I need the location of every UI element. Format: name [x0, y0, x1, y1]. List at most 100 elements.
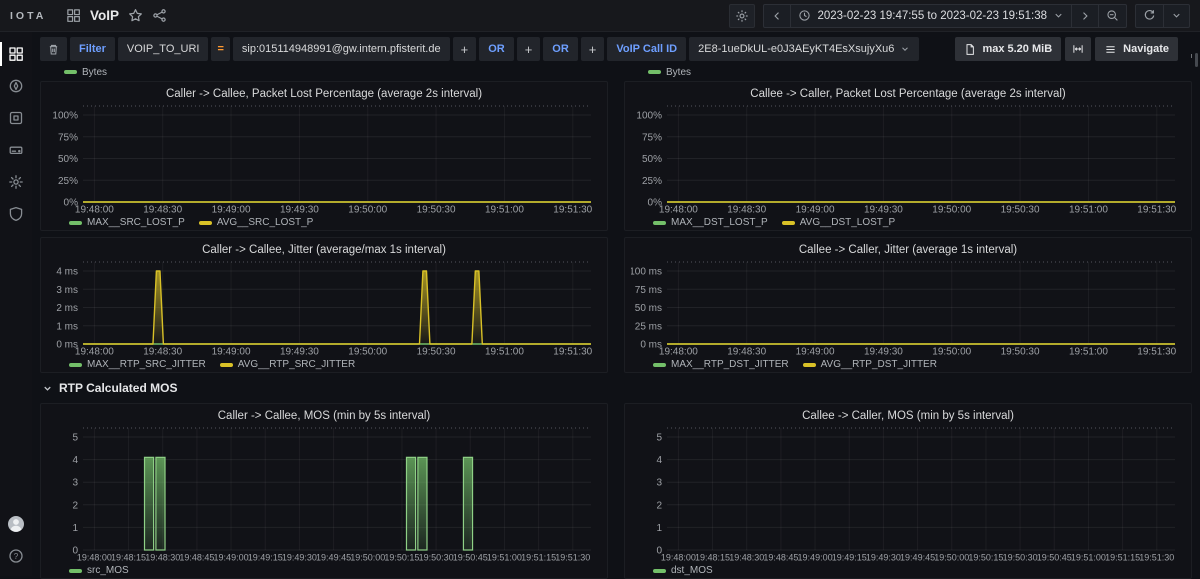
voip-callid-label-chip[interactable]: VoIP Call ID — [607, 37, 686, 61]
svg-text:19:51:30: 19:51:30 — [1137, 347, 1176, 358]
section-rtp-calculated-mos[interactable]: RTP Calculated MOS — [40, 373, 1192, 403]
legend-item[interactable]: AVG__RTP_DST_JITTER — [803, 359, 937, 370]
legend-swatch — [648, 70, 661, 74]
panel-title[interactable]: Caller -> Callee, MOS (min by 5s interva… — [47, 407, 601, 425]
sidebar-item-settings[interactable] — [2, 170, 30, 194]
time-range-picker[interactable]: 2023-02-23 19:47:55 to 2023-02-23 19:51:… — [790, 5, 1071, 27]
dashboard-settings-button[interactable] — [729, 4, 755, 28]
legend-item[interactable]: Bytes — [648, 67, 691, 78]
legend-label: src_MOS — [87, 565, 129, 576]
file-icon — [964, 43, 976, 56]
chart-plot[interactable]: 19:48:0019:48:3019:49:0019:49:3019:50:00… — [47, 103, 601, 215]
legend-item[interactable]: MAX__DST_LOST_P — [653, 217, 768, 228]
or-chip-2[interactable]: OR — [543, 37, 578, 61]
packet-lost-row: Caller -> Callee, Packet Lost Percentage… — [40, 81, 1192, 231]
dashboard-grid-icon — [66, 8, 81, 23]
legend-item[interactable]: MAX__RTP_DST_JITTER — [653, 359, 789, 370]
delete-filter-button[interactable] — [40, 37, 67, 61]
compass-icon — [8, 78, 24, 94]
filter-operator-chip[interactable]: = — [211, 37, 229, 61]
svg-text:19:48:00: 19:48:00 — [75, 205, 114, 216]
time-shift-forward-button[interactable] — [1071, 5, 1098, 27]
refresh-button[interactable] — [1136, 5, 1163, 27]
add-or-filter-button-1[interactable]: + — [517, 37, 541, 61]
legend-item[interactable]: MAX__SRC_LOST_P — [69, 217, 185, 228]
svg-text:19:50:45: 19:50:45 — [1037, 553, 1072, 563]
legend-item[interactable]: MAX__RTP_SRC_JITTER — [69, 359, 206, 370]
shield-icon — [8, 206, 24, 222]
legend-item[interactable]: AVG__SRC_LOST_P — [199, 217, 314, 228]
svg-text:25%: 25% — [642, 176, 662, 187]
svg-text:50%: 50% — [642, 154, 662, 165]
sidebar-item-panels[interactable] — [2, 106, 30, 130]
filter-label-chip[interactable]: Filter — [70, 37, 115, 61]
svg-text:?: ? — [14, 552, 19, 561]
filter-field-chip[interactable]: VOIP_TO_URI — [118, 37, 209, 61]
sidebar-item-help[interactable]: ? — [2, 544, 30, 568]
svg-text:19:51:00: 19:51:00 — [1069, 347, 1108, 358]
chart-plot[interactable]: 19:48:0019:48:3019:49:0019:49:3019:50:00… — [47, 259, 601, 357]
zoom-out-button[interactable] — [1098, 5, 1126, 27]
sidebar-item-profile[interactable] — [2, 512, 30, 536]
svg-text:19:49:30: 19:49:30 — [280, 347, 319, 358]
time-shift-back-button[interactable] — [764, 5, 790, 27]
svg-text:19:49:30: 19:49:30 — [864, 205, 903, 216]
svg-text:19:48:30: 19:48:30 — [143, 205, 182, 216]
add-or-filter-button-2[interactable]: + — [581, 37, 605, 61]
panel-callee-caller-packet-lost: Callee -> Caller, Packet Lost Percentage… — [624, 81, 1192, 231]
scrollbar-thumb[interactable] — [1195, 53, 1198, 67]
legend-swatch — [64, 70, 77, 74]
legend-item[interactable]: dst_MOS — [653, 565, 713, 576]
panel-caller-callee-jitter: Caller -> Callee, Jitter (average/max 1s… — [40, 237, 608, 373]
svg-text:19:51:00: 19:51:00 — [485, 347, 524, 358]
legend-swatch — [220, 363, 233, 367]
svg-text:25%: 25% — [58, 176, 78, 187]
svg-text:19:50:00: 19:50:00 — [348, 205, 387, 216]
panel-title[interactable]: Caller -> Callee, Packet Lost Percentage… — [47, 85, 601, 103]
chart-legend: MAX__SRC_LOST_P AVG__SRC_LOST_P — [47, 215, 601, 230]
svg-text:75%: 75% — [58, 132, 78, 143]
sidebar-item-explore[interactable] — [2, 74, 30, 98]
legend-swatch — [199, 221, 212, 225]
chart-plot[interactable]: 19:48:0019:48:3019:49:0019:49:3019:50:00… — [631, 103, 1185, 215]
svg-text:19:50:45: 19:50:45 — [453, 553, 488, 563]
panel-title[interactable]: Caller -> Callee, Jitter (average/max 1s… — [47, 241, 601, 259]
legend-item[interactable]: AVG__RTP_SRC_JITTER — [220, 359, 355, 370]
chart-plot[interactable]: 19:48:0019:48:1519:48:3019:48:4519:49:00… — [631, 425, 1185, 563]
svg-text:1 ms: 1 ms — [56, 321, 78, 332]
share-icon[interactable] — [152, 8, 167, 23]
navigate-button[interactable]: Navigate — [1095, 37, 1178, 61]
fit-interval-button[interactable] — [1065, 37, 1091, 61]
panel-caller-callee-mos: Caller -> Callee, MOS (min by 5s interva… — [40, 403, 608, 579]
legend-swatch — [653, 221, 666, 225]
question-icon: ? — [8, 548, 24, 564]
filter-value-chip[interactable]: sip:015114948991@gw.intern.pfisterit.de — [233, 37, 450, 61]
refresh-interval-dropdown[interactable] — [1163, 5, 1189, 27]
or-chip-1[interactable]: OR — [479, 37, 514, 61]
legend-label: AVG__DST_LOST_P — [800, 217, 895, 228]
svg-text:19:48:00: 19:48:00 — [659, 205, 698, 216]
panel-title[interactable]: Callee -> Caller, Packet Lost Percentage… — [631, 85, 1185, 103]
panel-title[interactable]: Callee -> Caller, Jitter (average 1s int… — [631, 241, 1185, 259]
left-sidebar: ? — [0, 32, 32, 576]
svg-text:19:49:30: 19:49:30 — [864, 347, 903, 358]
max-size-button[interactable]: max 5.20 MiB — [955, 37, 1061, 61]
legend-item[interactable]: src_MOS — [69, 565, 129, 576]
trash-icon — [47, 43, 60, 56]
panel-title[interactable]: Callee -> Caller, MOS (min by 5s interva… — [631, 407, 1185, 425]
legend-label: dst_MOS — [671, 565, 713, 576]
add-filter-button[interactable]: + — [453, 37, 477, 61]
legend-label: Bytes — [666, 67, 691, 78]
cutoff-panels-row: Bytes Bytes — [40, 65, 1192, 79]
voip-callid-value-dropdown[interactable]: 2E8-1ueDkUL-e0J3AEyKT4EsXsujyXu6 — [689, 37, 919, 61]
chart-plot[interactable]: 19:48:0019:48:3019:49:0019:49:3019:50:00… — [631, 259, 1185, 357]
legend-item[interactable]: AVG__DST_LOST_P — [782, 217, 895, 228]
svg-text:19:48:45: 19:48:45 — [179, 553, 214, 563]
sidebar-item-admin[interactable] — [2, 202, 30, 226]
svg-text:19:48:00: 19:48:00 — [77, 553, 112, 563]
sidebar-item-storage[interactable] — [2, 138, 30, 162]
legend-item[interactable]: Bytes — [64, 67, 107, 78]
sidebar-item-dashboards[interactable] — [2, 42, 30, 66]
star-icon[interactable] — [128, 8, 143, 23]
chart-plot[interactable]: 19:48:0019:48:1519:48:3019:48:4519:49:00… — [47, 425, 601, 563]
